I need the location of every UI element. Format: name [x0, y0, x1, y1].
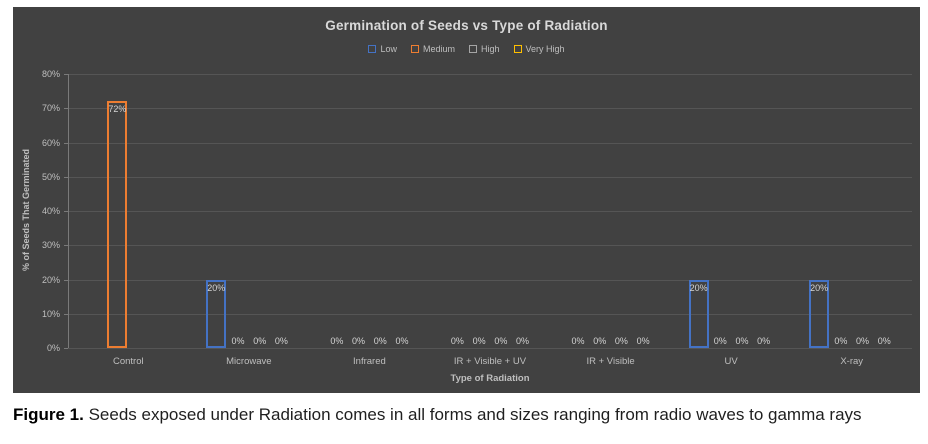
gridline	[68, 348, 912, 349]
data-label: 0%	[274, 336, 288, 346]
bar-low	[809, 279, 830, 348]
data-label: 0%	[713, 336, 727, 346]
y-axis-tick	[64, 211, 68, 212]
y-axis-tick	[64, 108, 68, 110]
legend-item-low: Low	[368, 44, 397, 54]
y-axis-tick	[64, 279, 68, 281]
gridline	[68, 211, 912, 212]
x-category-label: UV	[724, 356, 738, 367]
y-tick-label: 40%	[41, 206, 60, 216]
bar-medium	[107, 101, 128, 348]
gridline	[68, 74, 912, 75]
data-label: 0%	[450, 336, 464, 346]
x-category-label: Microwave	[226, 356, 272, 367]
data-label: 0%	[856, 336, 870, 346]
y-axis-tick	[64, 74, 68, 75]
legend-swatch-icon	[513, 45, 522, 53]
legend-item-medium: Medium	[410, 44, 455, 54]
data-label: 0%	[472, 336, 486, 346]
x-axis-title: Type of Radiation	[450, 373, 530, 384]
data-label: 0%	[877, 336, 891, 346]
data-label: 0%	[330, 336, 344, 346]
y-axis-tick	[64, 313, 68, 315]
data-label: 0%	[614, 336, 628, 346]
legend-swatch-icon	[410, 45, 419, 53]
gridline	[68, 176, 912, 178]
gridline	[68, 108, 912, 110]
y-axis-tick	[64, 348, 68, 349]
y-tick-label: 70%	[41, 103, 60, 114]
legend-item-high: High	[468, 44, 500, 54]
germination-chart-panel: Germination of Seeds vs Type of Radiatio…	[13, 7, 920, 393]
x-category-label: X-ray	[840, 356, 864, 367]
legend-swatch-icon	[468, 45, 477, 53]
data-label: 20%	[689, 282, 708, 293]
y-axis-tick	[64, 142, 68, 144]
chart-legend: Low Medium High Very High	[13, 44, 920, 54]
gridline	[68, 142, 912, 144]
y-tick-label: 0%	[46, 343, 60, 353]
x-category-label: Control	[112, 356, 144, 367]
figure-caption-text: Seeds exposed under Radiation comes in a…	[88, 405, 862, 424]
y-tick-label: 20%	[41, 274, 60, 285]
chart-title: Germination of Seeds vs Type of Radiatio…	[325, 18, 608, 33]
legend-item-very-high: Very High	[513, 44, 565, 54]
y-tick-label: 10%	[41, 308, 60, 319]
data-label: 0%	[571, 336, 585, 346]
y-tick-label: 50%	[41, 171, 60, 182]
data-label: 0%	[834, 336, 848, 346]
y-tick-label: 80%	[41, 69, 60, 79]
x-category-label: IR + Visible + UV	[453, 356, 527, 367]
data-label: 0%	[352, 336, 366, 346]
figure-caption-label: Figure 1.	[13, 405, 84, 424]
data-label: 0%	[395, 336, 409, 346]
data-label: 72%	[108, 104, 127, 115]
y-tick-label: 30%	[41, 240, 60, 251]
y-axis-tick	[64, 176, 68, 178]
bar-low	[688, 279, 709, 348]
bar-low	[206, 279, 227, 348]
data-label: 20%	[810, 282, 829, 293]
legend-label: Very High	[525, 44, 565, 54]
data-label: 0%	[636, 336, 650, 346]
data-label: 0%	[757, 336, 771, 346]
data-label: 0%	[253, 336, 267, 346]
gridline	[68, 313, 912, 315]
data-label: 0%	[593, 336, 607, 346]
y-axis-line	[68, 74, 69, 348]
figure-caption: Figure 1. Seeds exposed under Radiation …	[13, 402, 918, 428]
x-category-label: Infrared	[353, 356, 386, 367]
y-tick-label: 60%	[41, 137, 60, 148]
gridline	[68, 279, 912, 281]
x-category-label: IR + Visible	[586, 356, 635, 367]
data-label: 0%	[516, 336, 530, 346]
data-label: 0%	[735, 336, 749, 346]
data-label: 0%	[494, 336, 508, 346]
legend-label: High	[480, 44, 500, 54]
y-axis-tick	[64, 245, 68, 247]
gridline	[68, 245, 912, 247]
data-label: 0%	[231, 336, 245, 346]
legend-label: Low	[380, 44, 397, 54]
legend-label: Medium	[422, 44, 455, 54]
data-label: 0%	[373, 336, 387, 346]
data-label: 20%	[207, 282, 226, 293]
legend-swatch-icon	[368, 45, 377, 53]
